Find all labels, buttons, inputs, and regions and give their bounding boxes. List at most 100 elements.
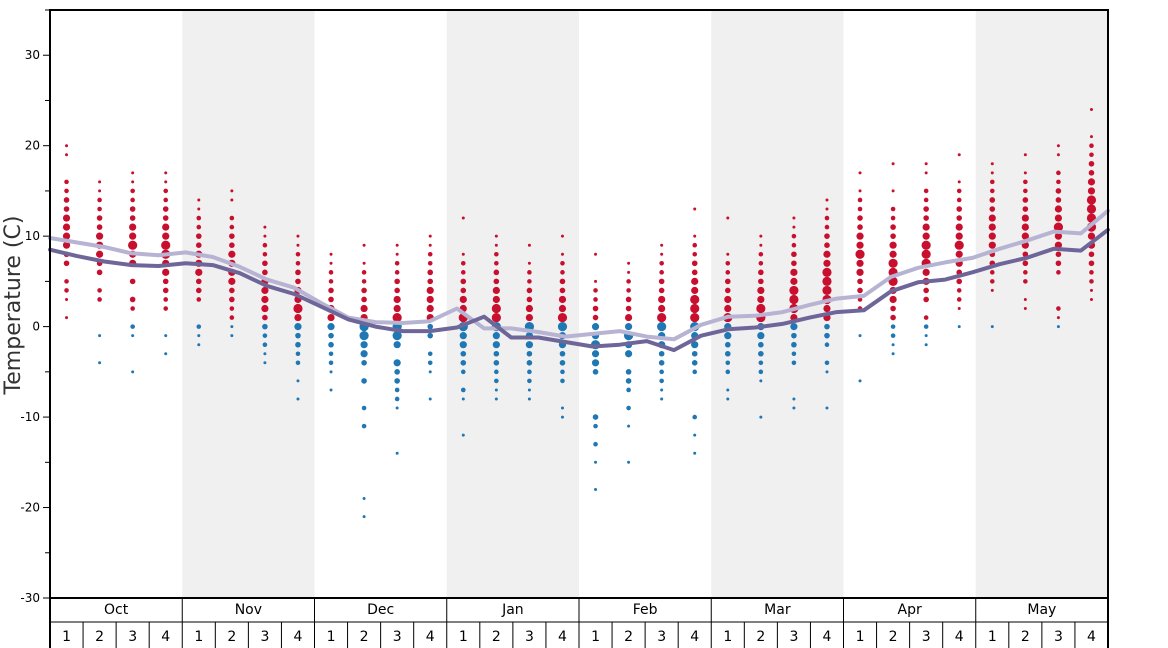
temperature-dot bbox=[1089, 152, 1094, 158]
temperature-dot bbox=[693, 433, 697, 437]
temperature-dot bbox=[990, 325, 994, 329]
temperature-dot bbox=[592, 305, 599, 312]
week-label: 1 bbox=[988, 629, 997, 645]
week-label: 4 bbox=[1087, 629, 1096, 645]
temperature-dot bbox=[627, 261, 631, 265]
temperature-dot bbox=[856, 259, 864, 267]
temperature-dot bbox=[627, 424, 631, 428]
temperature-dot bbox=[460, 350, 467, 357]
temperature-dot bbox=[791, 332, 797, 339]
temperature-dot bbox=[494, 388, 498, 392]
temperature-dot bbox=[263, 352, 267, 356]
temperature-dot bbox=[956, 288, 962, 293]
temperature-dot bbox=[822, 276, 832, 286]
temperature-dot bbox=[691, 350, 698, 357]
temperature-dot bbox=[659, 369, 664, 375]
week-label: 2 bbox=[624, 629, 633, 645]
temperature-dot bbox=[691, 341, 699, 349]
temperature-dot bbox=[1021, 223, 1029, 231]
temperature-dot bbox=[525, 341, 534, 349]
temperature-dot bbox=[824, 233, 830, 239]
temperature-dot bbox=[955, 250, 963, 258]
temperature-dot bbox=[790, 277, 798, 285]
temperature-dot bbox=[228, 277, 236, 285]
week-label: 4 bbox=[426, 629, 435, 645]
temperature-dot bbox=[1089, 135, 1093, 139]
temperature-dot bbox=[262, 260, 268, 267]
temperature-dot bbox=[359, 331, 369, 341]
temperature-dot bbox=[129, 223, 137, 231]
week-label: 2 bbox=[1021, 629, 1030, 645]
temperature-dot bbox=[692, 369, 698, 375]
temperature-dot bbox=[825, 370, 829, 374]
temperature-dot bbox=[1088, 251, 1095, 258]
temperature-dot bbox=[560, 234, 564, 238]
y-tick-label: 0 bbox=[32, 320, 40, 334]
temperature-dot bbox=[825, 198, 829, 202]
temperature-dot bbox=[295, 332, 301, 339]
temperature-dot bbox=[857, 278, 863, 285]
temperature-dot bbox=[526, 296, 533, 303]
temperature-dot bbox=[62, 232, 71, 240]
week-label: 2 bbox=[889, 629, 898, 645]
temperature-dot bbox=[691, 277, 699, 285]
temperature-dot bbox=[825, 207, 829, 211]
temperature-dot bbox=[262, 269, 268, 276]
temperature-dot bbox=[691, 260, 698, 267]
temperature-dot bbox=[559, 360, 566, 366]
temperature-dot bbox=[758, 369, 764, 375]
temperature-dot bbox=[888, 258, 898, 268]
temperature-dot bbox=[525, 304, 534, 313]
x-axis: Oct 1 2 3 4 Nov 1 2 3 4 Dec 1 2 3 4 Jan 1 2 3 4 Feb 1 2 3 4 Mar 1 2… bbox=[49, 598, 1109, 648]
temperature-dot bbox=[890, 233, 896, 239]
temperature-dot bbox=[1056, 153, 1060, 157]
temperature-dot bbox=[63, 206, 70, 212]
y-tick-label: 20 bbox=[25, 139, 40, 153]
temperature-dot bbox=[428, 234, 432, 238]
temperature-dot bbox=[560, 252, 564, 256]
temperature-dot bbox=[98, 180, 102, 184]
temperature-dot bbox=[427, 251, 433, 257]
temperature-dot bbox=[724, 341, 731, 348]
temperature-dot bbox=[592, 414, 599, 420]
temperature-dot bbox=[130, 197, 135, 203]
temperature-dot bbox=[494, 260, 499, 266]
temperature-dot bbox=[295, 269, 301, 276]
temperature-dot bbox=[791, 341, 797, 348]
temperature-dot bbox=[858, 379, 862, 383]
temperature-dot bbox=[394, 287, 400, 294]
temperature-dot bbox=[1087, 187, 1096, 195]
temperature-dot bbox=[361, 296, 367, 303]
temperature-dot bbox=[791, 360, 797, 366]
temperature-dot bbox=[757, 286, 765, 295]
temperature-dot bbox=[1089, 143, 1094, 148]
temperature-dot bbox=[229, 242, 235, 248]
week-label: 2 bbox=[95, 629, 104, 645]
temperature-dot bbox=[493, 350, 500, 357]
temperature-dot bbox=[856, 268, 864, 276]
temperature-dot bbox=[757, 332, 765, 340]
temperature-dot bbox=[956, 297, 962, 302]
temperature-dot bbox=[692, 251, 698, 257]
temperature-dot bbox=[361, 279, 367, 284]
temperature-dot bbox=[725, 369, 731, 375]
temperature-dot bbox=[559, 287, 566, 294]
temperature-dot bbox=[461, 397, 465, 401]
temperature-dot bbox=[560, 378, 565, 384]
temperature-dot bbox=[295, 260, 301, 266]
temperature-dot bbox=[394, 278, 400, 285]
trend-lines bbox=[48, 208, 1110, 353]
temperature-dot bbox=[394, 396, 400, 402]
temperature-dot bbox=[690, 312, 700, 323]
temperature-dot bbox=[560, 260, 565, 266]
temperature-dot bbox=[856, 232, 864, 240]
temperature-dot bbox=[527, 270, 532, 275]
temperature-dot bbox=[921, 240, 931, 250]
temperature-dot bbox=[130, 324, 135, 329]
temperature-dot bbox=[230, 198, 234, 202]
temperature-dot bbox=[889, 241, 897, 249]
temperature-dot bbox=[924, 334, 928, 338]
temperature-dot bbox=[890, 324, 896, 329]
temperature-dot bbox=[624, 323, 633, 331]
